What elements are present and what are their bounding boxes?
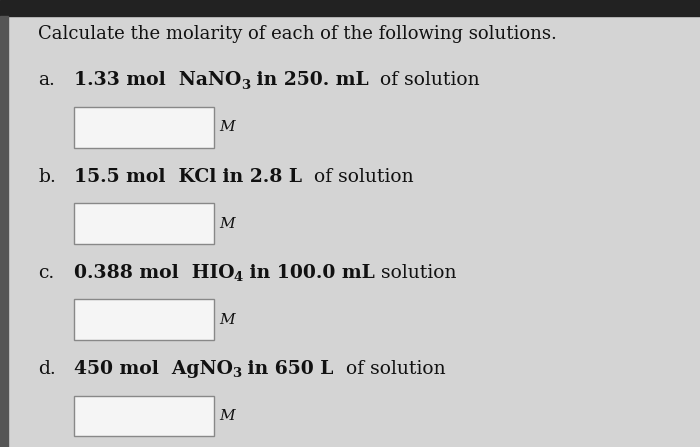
Text: 450 mol  AgNO: 450 mol AgNO <box>74 360 232 378</box>
FancyBboxPatch shape <box>74 299 214 340</box>
Text: in 100.0 mL: in 100.0 mL <box>244 264 375 282</box>
Text: 3: 3 <box>232 367 241 380</box>
Text: M: M <box>219 409 234 423</box>
Text: c.: c. <box>38 264 55 282</box>
Bar <box>0 0 700 16</box>
Text: d.: d. <box>38 360 56 378</box>
FancyBboxPatch shape <box>74 107 214 148</box>
Text: a.: a. <box>38 72 55 89</box>
Text: M: M <box>219 216 234 231</box>
Text: of solution: of solution <box>334 360 445 378</box>
Text: M: M <box>219 312 234 327</box>
Text: Calculate the molarity of each of the following solutions.: Calculate the molarity of each of the fo… <box>38 25 557 42</box>
Text: 0.388 mol  HIO: 0.388 mol HIO <box>74 264 234 282</box>
Text: in 250. mL: in 250. mL <box>250 72 368 89</box>
Text: M: M <box>219 120 234 135</box>
Bar <box>0 16 8 447</box>
FancyBboxPatch shape <box>74 203 214 244</box>
Text: solution: solution <box>375 264 456 282</box>
Text: 1.33 mol  NaNO: 1.33 mol NaNO <box>74 72 241 89</box>
Text: in 2.8 L: in 2.8 L <box>216 168 302 186</box>
Text: 15.5 mol  KCl: 15.5 mol KCl <box>74 168 216 186</box>
FancyBboxPatch shape <box>74 396 214 436</box>
Text: of solution: of solution <box>368 72 480 89</box>
Text: 3: 3 <box>241 79 250 92</box>
Text: of solution: of solution <box>302 168 414 186</box>
Text: in 650 L: in 650 L <box>241 360 334 378</box>
Text: 4: 4 <box>234 271 244 284</box>
Text: b.: b. <box>38 168 57 186</box>
